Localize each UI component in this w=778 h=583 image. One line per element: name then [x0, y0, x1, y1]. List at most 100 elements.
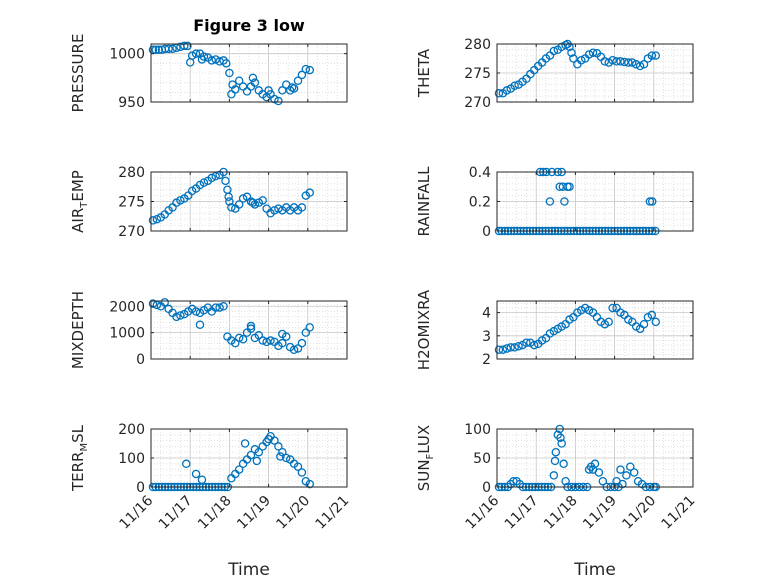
- data-point: [590, 459, 600, 469]
- data-point: [598, 476, 608, 486]
- data-point: [651, 51, 661, 60]
- data-point: [297, 338, 307, 348]
- y-tick-label: 100: [464, 422, 491, 438]
- data-point: [645, 197, 655, 206]
- data-point: [250, 200, 260, 209]
- y-tick-label: 0.4: [469, 165, 491, 181]
- data-point: [647, 51, 657, 60]
- data-point: [225, 197, 234, 206]
- data-point: [600, 57, 610, 66]
- data-point: [270, 94, 279, 104]
- data-point: [560, 197, 569, 206]
- data-point: [264, 434, 273, 444]
- data-point: [639, 60, 649, 69]
- y-axis-label: RAINFALL: [415, 166, 433, 237]
- data-point: [635, 61, 645, 71]
- data-point: [557, 439, 566, 448]
- subplot-7: 0 100 200 11/16 11/17 11/18 11/19 11/20 11/21 Tim…: [69, 422, 352, 580]
- data-point: [180, 41, 189, 51]
- x-tick-label: 11/16: [117, 493, 157, 533]
- y-tick-label: 200: [118, 422, 145, 438]
- data-point: [620, 57, 629, 67]
- data-point: [207, 56, 217, 65]
- data-point: [246, 321, 256, 331]
- data-point: [238, 334, 248, 344]
- data-point: [168, 44, 177, 54]
- data-point: [550, 456, 560, 466]
- data-point: [567, 48, 576, 57]
- data-point: [199, 178, 209, 187]
- data-point: [616, 57, 625, 66]
- data-point: [221, 176, 230, 186]
- data-point: [254, 331, 264, 340]
- y-tick-label: 0.2: [469, 195, 491, 211]
- data-point: [305, 479, 315, 489]
- data-point: [293, 76, 303, 85]
- data-point: [154, 45, 164, 55]
- subplot-8: 0 50 100 11/16 11/17 11/18 11/19 11/20 11/21 Time…: [415, 422, 698, 580]
- subplot-4: 0 0.2 0.4 RAINFALL: [415, 165, 694, 240]
- data-point: [274, 96, 283, 106]
- data-point: [305, 323, 315, 332]
- data-point: [569, 54, 578, 63]
- data-point: [551, 447, 561, 457]
- data-point: [622, 471, 631, 480]
- data-point: [293, 462, 303, 471]
- data-point: [629, 468, 639, 477]
- data-point: [274, 204, 283, 213]
- data-point: [651, 317, 661, 327]
- data-point: [549, 46, 559, 56]
- data-point: [608, 303, 617, 313]
- data-point: [246, 324, 256, 333]
- data-point: [246, 450, 256, 460]
- data-point: [197, 475, 207, 484]
- data-point: [211, 171, 220, 181]
- data-point: [176, 311, 185, 320]
- y-tick-label: 50: [473, 451, 491, 467]
- data-point: [215, 303, 224, 312]
- data-point: [248, 198, 258, 207]
- y-tick-label: 2: [482, 352, 491, 368]
- data-point: [164, 44, 173, 54]
- data-point: [612, 476, 621, 486]
- x-tick-label: 11/21: [659, 493, 699, 533]
- subplot-1: 950 1000 PRESSURE Figure 3 low: [69, 16, 348, 113]
- data-point: [234, 333, 244, 343]
- y-tick-label: 275: [118, 195, 145, 211]
- data-point: [185, 58, 195, 67]
- data-point: [238, 194, 248, 203]
- data-point: [270, 436, 279, 445]
- data-point: [529, 340, 539, 350]
- data-point: [559, 459, 568, 469]
- data-point: [278, 329, 287, 339]
- data-point: [293, 344, 303, 353]
- y-axis-label: PRESSURE: [69, 34, 87, 113]
- data-point: [222, 59, 231, 68]
- x-tick-label: 11/21: [313, 493, 353, 533]
- data-point: [301, 328, 311, 337]
- data-point: [266, 336, 275, 345]
- data-point: [207, 173, 217, 183]
- data-point: [301, 64, 311, 74]
- data-point: [182, 459, 191, 469]
- y-axis-label: SUNFLUX: [415, 425, 436, 491]
- data-point: [289, 345, 299, 355]
- data-point: [565, 182, 574, 191]
- subplot-6: 2 3 4 H2OMIXRA: [415, 289, 694, 370]
- x-tick-label: 11/18: [541, 493, 581, 533]
- y-tick-label: 100: [118, 451, 145, 467]
- y-tick-label: 3: [482, 329, 491, 345]
- data-point: [639, 319, 649, 329]
- data-point: [234, 200, 244, 209]
- data-point: [297, 468, 307, 477]
- axes-box: [150, 300, 348, 360]
- y-tick-label: 280: [464, 37, 491, 53]
- data-point: [276, 452, 285, 461]
- data-point: [252, 456, 262, 466]
- data-point: [248, 73, 258, 83]
- data-point: [264, 86, 273, 95]
- y-tick-label: 270: [464, 95, 491, 111]
- data-point: [612, 57, 621, 66]
- x-tick-label: 11/20: [273, 493, 313, 533]
- data-point: [278, 447, 287, 457]
